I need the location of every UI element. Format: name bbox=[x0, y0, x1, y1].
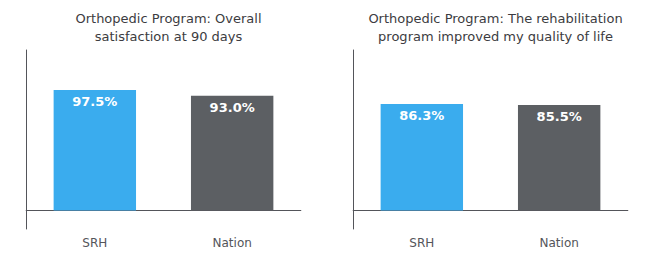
svg-text:SRH: SRH bbox=[409, 236, 434, 250]
svg-text:satisfaction at 90 days: satisfaction at 90 days bbox=[95, 29, 243, 44]
svg-text:86.3%: 86.3% bbox=[399, 108, 444, 123]
svg-text:Orthopedic Program: Overall: Orthopedic Program: Overall bbox=[75, 11, 261, 26]
svg-text:Nation: Nation bbox=[213, 236, 252, 250]
svg-text:Nation: Nation bbox=[540, 236, 579, 250]
svg-text:97.5%: 97.5% bbox=[72, 94, 117, 109]
svg-text:Orthopedic Program: The rehabi: Orthopedic Program: The rehabilitation bbox=[368, 11, 622, 26]
svg-text:SRH: SRH bbox=[82, 236, 107, 250]
svg-text:93.0%: 93.0% bbox=[210, 100, 255, 115]
svg-text:program improved my quality of: program improved my quality of life bbox=[378, 29, 613, 44]
svg-text:85.5%: 85.5% bbox=[537, 109, 582, 124]
